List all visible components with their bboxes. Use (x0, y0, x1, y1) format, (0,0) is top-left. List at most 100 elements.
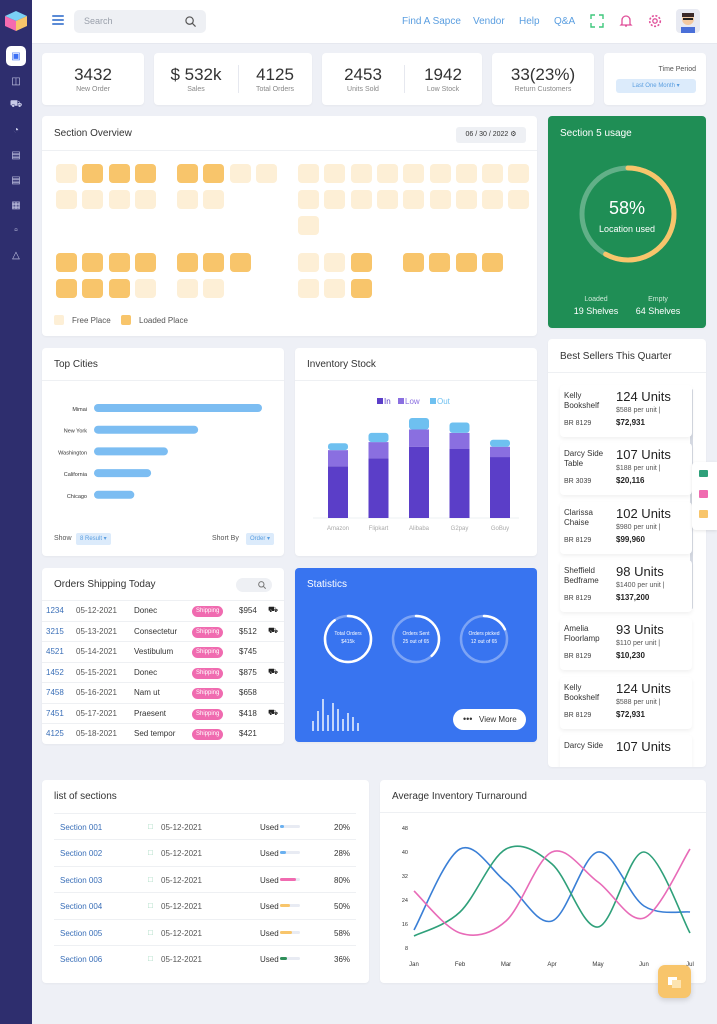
orders-search[interactable] (236, 578, 272, 592)
grid-icon[interactable]: ▦ (11, 199, 21, 211)
best-seller-item[interactable]: Darcy Side 107 Units (560, 734, 692, 767)
show-select[interactable]: 8 Result ▾ (76, 533, 111, 545)
status-badge: Shipping (192, 729, 224, 740)
usage-bar-fill (280, 930, 292, 934)
dashboard-icon[interactable]: ▣ (6, 46, 26, 66)
table-row[interactable]: 4125 05-18-2021 Sed tempor Shipping $421 (42, 723, 284, 743)
product-code: BR 8129 (564, 594, 592, 602)
nav-help[interactable]: Help (519, 16, 540, 27)
table-row[interactable]: 7451 05-17-2021 Praesent Shipping $418 ⛟ (42, 702, 284, 723)
order-date: 05-17-2021 (76, 708, 117, 718)
best-seller-item[interactable]: Darcy Side Table BR 3039 107 Units $188 per… (560, 443, 692, 496)
order-date: 05-12-2021 (76, 606, 117, 615)
warning-icon[interactable]: △ (12, 249, 20, 261)
table-row[interactable]: 4521 05-14-2021 Vestibulum Shipping $745 (42, 641, 284, 661)
seat-free (376, 164, 398, 183)
product-name: Kelly Bookshelf (564, 391, 600, 410)
fullscreen-icon[interactable] (590, 14, 604, 28)
date-value: 06 / 30 / 2022 (465, 131, 509, 138)
seat-free (177, 279, 198, 298)
stat-label: Sales (187, 86, 205, 93)
scrollbar[interactable] (690, 389, 693, 609)
order-date: 05-15-2021 (76, 667, 117, 677)
best-seller-item[interactable]: Sheffield Bedframe BR 8129 98 Units $1400 p… (560, 559, 692, 612)
best-seller-item[interactable]: Amelia Floorlamp BR 8129 93 Units $110 per … (560, 618, 692, 671)
seat-free (134, 190, 156, 209)
menu-icon[interactable] (52, 15, 64, 25)
nav-vendor[interactable]: Vendor (473, 16, 505, 27)
table-row[interactable]: Section 003 □ 05-12-2021 Used 80% (54, 865, 356, 892)
seat-free (403, 190, 425, 209)
stock-bar-out (368, 432, 389, 443)
table-row[interactable]: Section 005 □ 05-12-2021 Used 58% (54, 918, 356, 945)
x-tick-label: Jul (686, 962, 694, 968)
divider (238, 65, 239, 93)
server-icon[interactable]: ▤ (11, 174, 21, 186)
sidebar: ▣ ◫ ⛟ ◔ ▤ ▤ ▦ ▫ △ (0, 0, 32, 1024)
ring-progress (459, 614, 509, 664)
best-seller-item[interactable]: Clarissa Chaise BR 8129 102 Units $980 per … (560, 501, 692, 554)
gear-icon[interactable] (648, 14, 662, 28)
best-seller-item[interactable]: Kelly Bookshelf BR 8129 124 Units $588 per … (560, 385, 692, 437)
table-row[interactable]: 3215 05-13-2021 Consectetur Shipping $512 ⛟ (42, 620, 284, 641)
stock-bar-low (368, 442, 389, 459)
date-picker[interactable]: 06 / 30 / 2022 ⚙ (456, 127, 526, 143)
best-seller-item[interactable]: Kelly Bookshelf BR 8129 124 Units $588 per … (560, 676, 692, 729)
chat-icon (668, 977, 681, 988)
section-name: Section 005 (60, 928, 103, 938)
pie-chart-icon[interactable]: ◔ (12, 124, 20, 136)
table-row[interactable]: Section 006 □ 05-12-2021 Used 36% (54, 945, 356, 971)
seat-free (455, 164, 477, 183)
table-row[interactable]: Section 004 □ 05-12-2021 Used 50% (54, 892, 356, 918)
money-icon[interactable] (699, 470, 708, 477)
used-percent: 58% (334, 928, 351, 938)
usage-bar (280, 825, 300, 828)
section-name: Section 003 (60, 875, 103, 885)
divider (42, 150, 537, 151)
order-id: 4125 (46, 729, 64, 738)
y-tick-label: 40 (402, 850, 408, 856)
seat-loaded (403, 253, 424, 272)
sort-select[interactable]: Order ▾ (246, 533, 275, 545)
dots-icon: ••• (463, 714, 473, 724)
nav-find-space[interactable]: Find A Sapce (402, 16, 461, 27)
document-icon[interactable]: ▤ (11, 149, 21, 161)
price-per-unit: $588 per unit | (616, 698, 661, 706)
order-amount: $421 (239, 729, 257, 738)
time-period-select[interactable]: Last One Month ▾ (616, 79, 696, 93)
note-icon[interactable] (699, 510, 708, 518)
truck-icon: ⛟ (268, 666, 279, 676)
best-sellers-card: Best Sellers This Quarter Kelly Bookshel… (548, 339, 706, 767)
nav-qa[interactable]: Q&A (554, 16, 576, 27)
search-input[interactable]: Search (74, 10, 206, 33)
avatar[interactable] (676, 9, 700, 33)
units-sold: 107 Units (616, 447, 671, 463)
truck-icon[interactable]: ⛟ (9, 98, 23, 110)
section-date: 05-12-2021 (161, 955, 202, 964)
calendar-icon: □ (148, 927, 153, 937)
ring-progress (391, 614, 441, 664)
bell-icon[interactable] (619, 14, 633, 28)
card-title: Top Cities (54, 359, 98, 370)
table-row[interactable]: Section 002 □ 05-12-2021 Used 28% (54, 839, 356, 865)
ring-graphic (459, 614, 509, 664)
product-code: BR 8129 (564, 711, 592, 719)
search-icon[interactable] (185, 16, 196, 27)
stock-bar-in (449, 449, 470, 518)
used-label: Used (260, 955, 279, 964)
table-row[interactable]: 1452 05-15-2021 Donec Shipping $875 ⛟ (42, 661, 284, 682)
seat-loaded (229, 253, 251, 272)
image-icon[interactable] (699, 490, 708, 498)
divider (380, 812, 706, 813)
chat-button[interactable] (658, 965, 691, 998)
seat-loaded (82, 164, 104, 183)
view-more-button[interactable]: ••• View More (453, 709, 526, 730)
table-row[interactable]: 1234 05-12-2021 Donec Shipping $954 ⛟ (42, 600, 284, 620)
table-row[interactable]: Section 001 □ 05-12-2021 Used 20% (54, 813, 356, 839)
box-icon[interactable]: ◫ (11, 75, 21, 87)
table-row[interactable]: 7458 05-16-2021 Nam ut Shipping $658 (42, 682, 284, 702)
lock-icon[interactable]: ▫ (14, 224, 18, 236)
legend-free-swatch (54, 315, 64, 325)
seat-free (429, 190, 451, 209)
city-label: New York (64, 429, 87, 435)
